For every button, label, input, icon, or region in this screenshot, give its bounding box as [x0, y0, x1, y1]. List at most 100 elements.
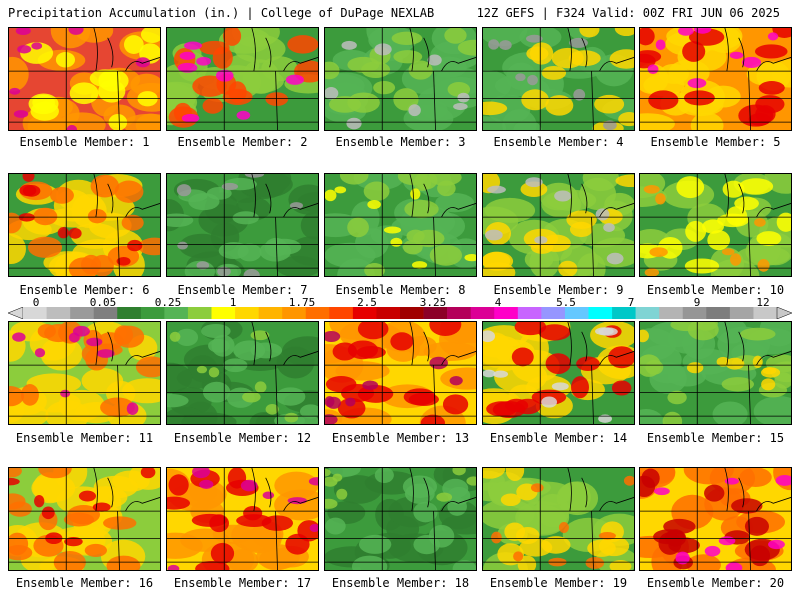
- colorbar-swatch: [211, 307, 236, 319]
- colorbar-swatch: [494, 307, 519, 319]
- colorbar-swatch: [729, 307, 754, 319]
- panel-label: Ensemble Member: 17: [173, 576, 312, 590]
- colorbar-swatch: [612, 307, 636, 319]
- colorbar-tick-label: 3.25: [419, 296, 447, 309]
- colorbar-swatch: [235, 307, 259, 319]
- colorbar-swatch: [46, 307, 71, 319]
- colorbar-swatch: [447, 307, 471, 319]
- colorbar-tick-label: 5.5: [556, 296, 576, 309]
- colorbar-swatch: [659, 307, 684, 319]
- colorbar-tick-label: 1.75: [288, 296, 316, 309]
- colorbar-swatch: [541, 307, 566, 319]
- colorbar-tick-label: 1: [229, 296, 237, 309]
- panel-label: Ensemble Member: 3: [335, 135, 466, 149]
- colorbar-swatch: [93, 307, 118, 319]
- colorbar-swatch: [140, 307, 165, 319]
- map-panel: [166, 321, 319, 425]
- panel-label: Ensemble Member: 15: [646, 431, 785, 445]
- panel-label: Ensemble Member: 12: [173, 431, 312, 445]
- precip-field: [325, 174, 476, 276]
- precip-field: [640, 174, 791, 276]
- panel-label: Ensemble Member: 6: [19, 283, 150, 297]
- colorbar-swatch: [164, 307, 189, 319]
- precip-field: [167, 28, 318, 130]
- colorbar: [8, 307, 792, 319]
- panel-label: Ensemble Member: 1: [19, 135, 150, 149]
- colorbar-tick-label: 9: [693, 296, 701, 309]
- map-panel: [8, 321, 161, 425]
- panel-label: Ensemble Member: 20: [646, 576, 785, 590]
- precip-field: [483, 322, 634, 424]
- colorbar-swatch: [423, 307, 448, 319]
- precip-field: [640, 28, 791, 130]
- colorbar-tick-label: 0: [32, 296, 40, 309]
- precip-field: [9, 28, 160, 130]
- precip-field: [167, 468, 318, 570]
- colorbar-swatch: [70, 307, 94, 319]
- precip-field: [167, 174, 318, 276]
- map-panel: [8, 173, 161, 277]
- colorbar-swatch: [329, 307, 354, 319]
- colorbar-swatch: [706, 307, 731, 319]
- map-panel: [166, 27, 319, 131]
- colorbar-swatch: [470, 307, 495, 319]
- panel-label: Ensemble Member: 4: [493, 135, 624, 149]
- precip-field: [483, 468, 634, 570]
- map-panel: [482, 321, 635, 425]
- map-panel: [482, 467, 635, 571]
- map-panel: [8, 27, 161, 131]
- panel-label: Ensemble Member: 14: [489, 431, 628, 445]
- colorbar-swatch: [258, 307, 283, 319]
- precip-field: [9, 468, 160, 570]
- map-panel: [639, 467, 792, 571]
- colorbar-swatch: [564, 307, 589, 319]
- map-panel: [639, 173, 792, 277]
- colorbar-swatch: [376, 307, 401, 319]
- colorbar-tick-label: 0.05: [89, 296, 117, 309]
- colorbar-tick-label: 7: [627, 296, 635, 309]
- panel-label: Ensemble Member: 2: [177, 135, 308, 149]
- precip-field: [640, 322, 791, 424]
- colorbar-swatch: [23, 307, 47, 319]
- panel-label: Ensemble Member: 16: [15, 576, 154, 590]
- precip-field: [483, 28, 634, 130]
- map-panel: [639, 27, 792, 131]
- page-title: Precipitation Accumulation (in.) | Colle…: [8, 6, 435, 20]
- map-panel: [639, 321, 792, 425]
- precip-field: [9, 174, 160, 276]
- map-panel: [324, 27, 477, 131]
- panel-label: Ensemble Member: 9: [493, 283, 624, 297]
- precip-field: [640, 468, 791, 570]
- precip-field: [167, 322, 318, 424]
- precip-field: [9, 322, 160, 424]
- panel-label: Ensemble Member: 11: [15, 431, 154, 445]
- colorbar-swatch: [635, 307, 660, 319]
- colorbar-tick-label: 12: [756, 296, 770, 309]
- colorbar-swatch: [517, 307, 542, 319]
- precip-field: [325, 322, 476, 424]
- map-panel: [324, 173, 477, 277]
- map-panel: [8, 467, 161, 571]
- colorbar-swatch: [282, 307, 307, 319]
- colorbar-arrow-left: [8, 307, 24, 319]
- colorbar-tick-label: 4: [494, 296, 502, 309]
- map-panel: [166, 467, 319, 571]
- colorbar-swatch: [305, 307, 330, 319]
- colorbar-swatch: [117, 307, 142, 319]
- panel-label: Ensemble Member: 10: [646, 283, 785, 297]
- map-panel: [482, 27, 635, 131]
- panel-label: Ensemble Member: 19: [489, 576, 628, 590]
- panel-label: Ensemble Member: 13: [331, 431, 470, 445]
- map-panel: [482, 173, 635, 277]
- panel-label: Ensemble Member: 5: [650, 135, 781, 149]
- precip-field: [483, 174, 634, 276]
- colorbar-swatch: [588, 307, 613, 319]
- colorbar-swatch: [400, 307, 424, 319]
- colorbar-tick-label: 0.25: [154, 296, 182, 309]
- colorbar-swatch: [352, 307, 377, 319]
- precip-field: [325, 468, 476, 570]
- map-panel: [324, 321, 477, 425]
- colorbar-tick-label: 2.5: [357, 296, 377, 309]
- panel-label: Ensemble Member: 18: [331, 576, 470, 590]
- map-panel: [166, 173, 319, 277]
